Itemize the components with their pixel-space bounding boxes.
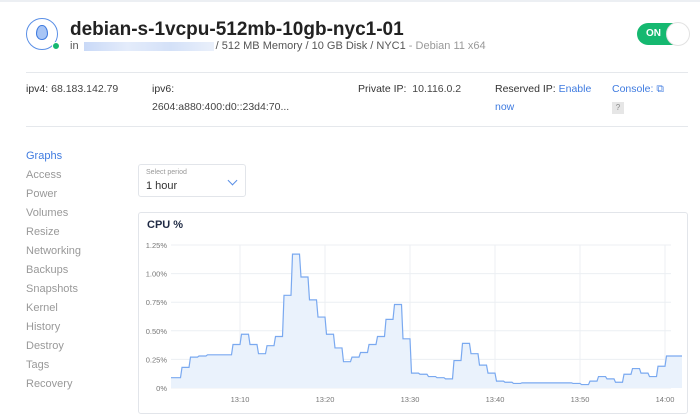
- droplet-icon: [36, 25, 48, 40]
- os-label: - Debian 11 x64: [405, 40, 486, 52]
- ipv4-field: ipv4: 68.183.142.79: [26, 80, 118, 98]
- x-tick-label: 13:40: [486, 395, 505, 404]
- power-toggle[interactable]: ON: [637, 22, 690, 46]
- project-name-redacted[interactable]: [83, 41, 214, 51]
- x-tick-label: 13:50: [571, 395, 590, 404]
- private-ip-label: Private IP:: [358, 83, 407, 95]
- cpu-area: [171, 254, 682, 388]
- sidebar-item-volumes[interactable]: Volumes: [26, 207, 69, 219]
- page-title: debian-s-1vcpu-512mb-10gb-nyc1-01: [70, 19, 404, 40]
- sidebar-item-snapshots[interactable]: Snapshots: [26, 283, 78, 295]
- period-label: Select period: [146, 169, 187, 176]
- divider: [26, 72, 688, 73]
- ipv6-label: ipv6:: [152, 83, 175, 95]
- cpu-chart-card: CPU % 0% 0.25% 0.50% 0.75% 1.00% 1.25% 13:10 13…: [138, 212, 688, 414]
- ipv4-value[interactable]: 68.183.142.79: [51, 83, 119, 95]
- droplet-avatar: [26, 18, 60, 50]
- reserved-ip-label: Reserved IP:: [495, 83, 556, 95]
- sidebar-item-backups[interactable]: Backups: [26, 264, 69, 276]
- toggle-knob: [666, 22, 690, 46]
- y-tick-label: 0.75%: [146, 298, 168, 307]
- sidebar-item-resize[interactable]: Resize: [26, 226, 60, 238]
- private-ip-value[interactable]: 10.116.0.2: [412, 83, 462, 95]
- specs: / 512 MB Memory / 10 GB Disk / NYC1: [215, 40, 406, 52]
- y-tick-label: 0%: [156, 384, 167, 393]
- ipv6-field: ipv6:2604:a880:400:d0::23d4:70...: [152, 80, 289, 116]
- x-tick-label: 14:00: [656, 395, 675, 404]
- x-tick-label: 13:30: [401, 395, 420, 404]
- period-select[interactable]: Select period 1 hour: [138, 164, 246, 197]
- sidebar-item-access[interactable]: Access: [26, 169, 62, 181]
- sidebar-item-tags[interactable]: Tags: [26, 359, 50, 371]
- sidebar-item-recovery[interactable]: Recovery: [26, 378, 73, 390]
- period-value: 1 hour: [146, 180, 178, 192]
- chevron-down-icon: [227, 175, 238, 186]
- sidebar-item-networking[interactable]: Networking: [26, 245, 82, 257]
- x-tick-label: 13:10: [231, 395, 250, 404]
- private-ip-field: Private IP: 10.116.0.2: [358, 80, 461, 98]
- sidebar-item-destroy[interactable]: Destroy: [26, 340, 64, 352]
- ipv4-label: ipv4:: [26, 83, 49, 95]
- y-tick-label: 1.25%: [146, 241, 168, 250]
- reserved-ip-field: Reserved IP: Enable now: [495, 80, 595, 116]
- help-icon[interactable]: ?: [612, 102, 624, 114]
- enable-reserved-ip-link[interactable]: Enable now: [495, 83, 592, 113]
- toggle-label: ON: [646, 28, 661, 39]
- divider: [26, 126, 688, 127]
- sidebar-item-power[interactable]: Power: [26, 188, 58, 200]
- cpu-line: [171, 253, 682, 386]
- external-window-icon[interactable]: ⧉: [656, 83, 664, 95]
- cpu-chart: 0% 0.25% 0.50% 0.75% 1.00% 1.25% 13:10 13:20 13:…: [146, 241, 682, 404]
- status-dot: [52, 42, 60, 50]
- ipv6-value[interactable]: 2604:a880:400:d0::23d4:70...: [152, 101, 290, 113]
- y-tick-label: 0.50%: [146, 327, 168, 336]
- console-link[interactable]: Console:: [612, 83, 654, 95]
- droplet-subtitle: in / 512 MB Memory / 10 GB Disk / NYC1 -…: [70, 40, 486, 52]
- y-tick-label: 1.00%: [146, 270, 168, 279]
- sub-prefix: in: [70, 40, 79, 52]
- sidebar-nav: Graphs Access Power Volumes Resize Networking…: [26, 149, 81, 396]
- sidebar-item-kernel[interactable]: Kernel: [26, 302, 58, 314]
- console-field: Console: ⧉?: [612, 80, 664, 116]
- chart-title: CPU %: [147, 219, 184, 231]
- sidebar-item-history[interactable]: History: [26, 321, 61, 333]
- x-tick-label: 13:20: [316, 395, 335, 404]
- top-divider: [0, 0, 700, 2]
- y-tick-label: 0.25%: [146, 355, 168, 364]
- sidebar-item-graphs[interactable]: Graphs: [26, 150, 63, 162]
